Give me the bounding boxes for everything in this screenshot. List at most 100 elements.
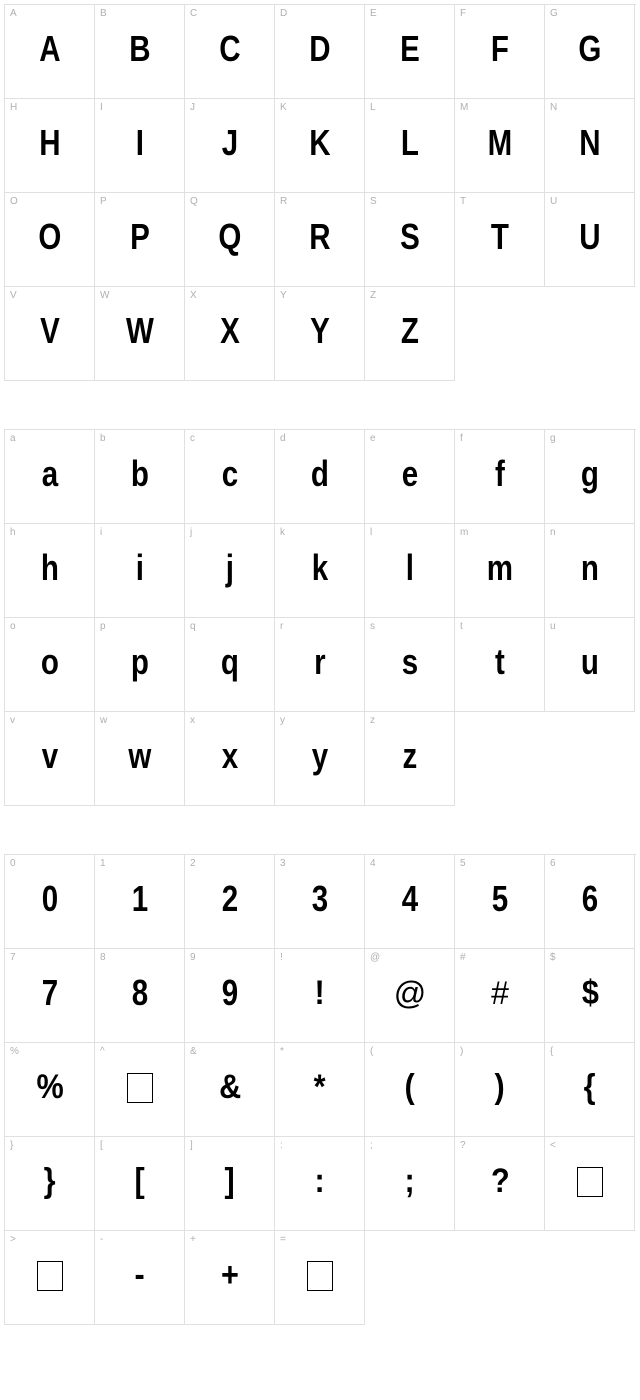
- glyph-cell: nn: [545, 524, 635, 618]
- glyph-label: @: [370, 952, 380, 963]
- glyph-cell: gg: [545, 430, 635, 524]
- glyph-display: 1: [132, 881, 148, 917]
- glyph-label: T: [460, 196, 466, 207]
- section-uppercase: AABBCCDDEEFFGGHHIIJJKKLLMMNNOOPPQQRRSSTT…: [4, 4, 636, 381]
- glyph-label: 4: [370, 858, 376, 869]
- glyph-cell: HH: [5, 99, 95, 193]
- glyph-cell: yy: [275, 712, 365, 806]
- glyph-label: g: [550, 433, 556, 444]
- glyph-display: a: [42, 456, 58, 492]
- glyph-cell: jj: [185, 524, 275, 618]
- glyph-cell: 22: [185, 855, 275, 949]
- glyph-label: ]: [190, 1140, 193, 1151]
- glyph-display: G: [578, 31, 600, 67]
- glyph-display: 0: [42, 881, 58, 917]
- glyph-label: F: [460, 8, 466, 19]
- glyph-cell: RR: [275, 193, 365, 287]
- glyph-display: X: [220, 313, 239, 349]
- glyph-display: P: [130, 219, 149, 255]
- glyph-label: S: [370, 196, 377, 207]
- glyph-label: s: [370, 621, 375, 632]
- glyph-label: i: [100, 527, 102, 538]
- glyph-label: t: [460, 621, 463, 632]
- glyph-label: A: [10, 8, 17, 19]
- glyph-display: 5: [492, 881, 508, 917]
- glyph-cell: ??: [455, 1137, 545, 1231]
- glyph-label: {: [550, 1046, 553, 1057]
- glyph-label: 8: [100, 952, 106, 963]
- glyph-display: Q: [218, 219, 240, 255]
- glyph-label: (: [370, 1046, 373, 1057]
- glyph-display: S: [400, 219, 419, 255]
- glyph-label: O: [10, 196, 18, 207]
- glyph-display: g: [581, 456, 598, 492]
- glyph-cell: hh: [5, 524, 95, 618]
- glyph-display: $: [581, 976, 597, 1010]
- glyph-label: z: [370, 715, 375, 726]
- glyph-display: v: [42, 738, 58, 774]
- glyph-cell: ll: [365, 524, 455, 618]
- glyph-label: #: [460, 952, 466, 963]
- glyph-display: y: [312, 738, 328, 774]
- glyph-label: j: [190, 527, 192, 538]
- glyph-cell: =: [275, 1231, 365, 1325]
- glyph-label: $: [550, 952, 556, 963]
- missing-glyph-icon: [37, 1261, 63, 1291]
- glyph-display: F: [491, 31, 508, 67]
- glyph-display: i: [136, 550, 143, 586]
- glyph-display: j: [226, 550, 233, 586]
- glyph-cell: 77: [5, 949, 95, 1043]
- glyph-cell: **: [275, 1043, 365, 1137]
- glyph-display: (: [405, 1070, 414, 1104]
- glyph-cell: ;;: [365, 1137, 455, 1231]
- glyph-cell: VV: [5, 287, 95, 381]
- glyph-label: *: [280, 1046, 284, 1057]
- glyph-display: -: [135, 1258, 144, 1292]
- glyph-cell: EE: [365, 5, 455, 99]
- glyph-label: [: [100, 1140, 103, 1151]
- glyph-label: &: [190, 1046, 197, 1057]
- glyph-label: E: [370, 8, 377, 19]
- glyph-label: U: [550, 196, 557, 207]
- glyph-cell: 44: [365, 855, 455, 949]
- glyph-label: 3: [280, 858, 286, 869]
- glyph-display: A: [39, 31, 60, 67]
- glyph-cell: dd: [275, 430, 365, 524]
- glyph-label: h: [10, 527, 16, 538]
- glyph-display: 6: [582, 881, 598, 917]
- glyph-display: R: [309, 219, 330, 255]
- glyph-label: n: [550, 527, 556, 538]
- glyph-display: z: [403, 738, 417, 774]
- glyph-display: ?: [491, 1164, 509, 1198]
- glyph-label: W: [100, 290, 109, 301]
- glyph-label: D: [280, 8, 287, 19]
- glyph-display: V: [40, 313, 59, 349]
- glyph-cell: XX: [185, 287, 275, 381]
- glyph-display: {: [584, 1070, 595, 1104]
- glyph-display: %: [36, 1070, 62, 1104]
- glyph-cell: MM: [455, 99, 545, 193]
- glyph-label: L: [370, 102, 376, 113]
- glyph-cell: ]]: [185, 1137, 275, 1231]
- glyph-cell: KK: [275, 99, 365, 193]
- glyph-cell: WW: [95, 287, 185, 381]
- glyph-cell: GG: [545, 5, 635, 99]
- glyph-cell: 00: [5, 855, 95, 949]
- glyph-display: t: [495, 644, 504, 680]
- glyph-cell: >: [5, 1231, 95, 1325]
- glyph-display: ): [495, 1070, 504, 1104]
- glyph-label: r: [280, 621, 283, 632]
- glyph-cell: ii: [95, 524, 185, 618]
- glyph-display: W: [126, 313, 153, 349]
- glyph-cell: &&: [185, 1043, 275, 1137]
- glyph-label: 9: [190, 952, 196, 963]
- glyph-display: D: [309, 31, 330, 67]
- glyph-cell: 33: [275, 855, 365, 949]
- glyph-label: I: [100, 102, 103, 113]
- glyph-label: b: [100, 433, 106, 444]
- glyph-cell: NN: [545, 99, 635, 193]
- glyph-cell: [[: [95, 1137, 185, 1231]
- glyph-cell: mm: [455, 524, 545, 618]
- glyph-label: =: [280, 1234, 286, 1245]
- glyph-cell: uu: [545, 618, 635, 712]
